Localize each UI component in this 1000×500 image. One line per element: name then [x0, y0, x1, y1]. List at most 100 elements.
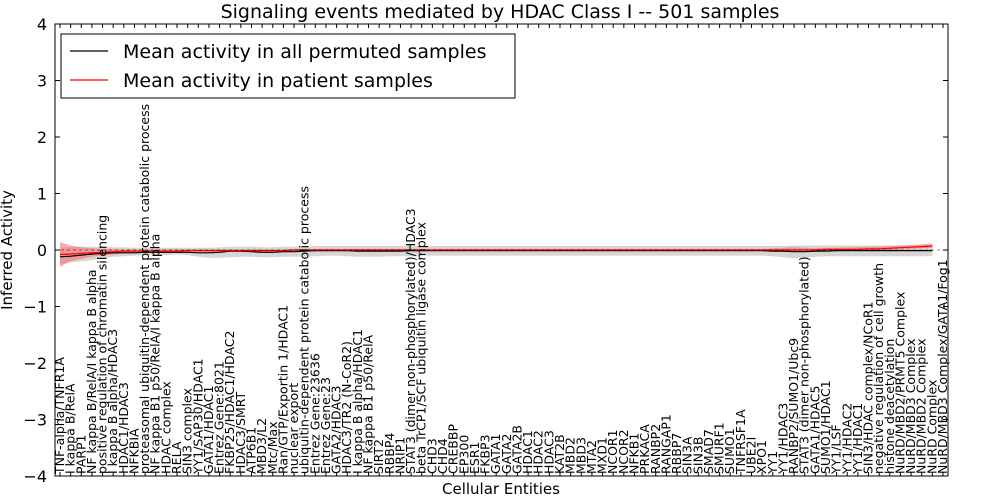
category-label: CHD4: [435, 438, 450, 474]
category-label: Ran/GTP/Exportin 1/HDAC1: [275, 305, 290, 474]
category-label: MBD3: [573, 437, 588, 474]
category-label: SUMO1/HDAC1: [818, 380, 833, 474]
legend-label-patient: Mean activity in patient samples: [123, 70, 433, 92]
category-label: ubiquitin-dependent protein catabolic pr…: [297, 186, 312, 474]
category-label: YY1: [765, 451, 780, 475]
category-label: histone deacetylation: [882, 339, 897, 474]
category-label: Entrez Gene:23636: [307, 353, 322, 474]
category-label: YY1/HDAC2: [839, 403, 854, 475]
category-label: SUMO1: [722, 428, 737, 474]
category-label: RANGAP1: [658, 414, 673, 474]
category-label: CREBBP: [446, 424, 461, 474]
category-label: beta TrCP1/SCF ubiquitin ligase complex: [414, 222, 429, 474]
category-label: SMAD7: [701, 429, 716, 474]
y-tick-label: 3: [37, 72, 47, 91]
y-tick-label: −3: [23, 411, 47, 430]
legend-box: [60, 33, 516, 99]
category-label: EP300: [456, 435, 471, 474]
category-label: YY1/HDAC1: [850, 403, 865, 475]
category-label: UBE2I: [744, 437, 759, 474]
category-label: HDAC2: [531, 430, 546, 474]
category-label: Entrez Gene:23: [318, 377, 333, 474]
category-label: NuRD/MBD2/PRMT5 Complex: [892, 292, 907, 474]
category-label: nuclear export: [286, 383, 301, 474]
category-label: RELA: [169, 441, 184, 474]
line-layer: [59, 245, 933, 258]
category-label: negative regulation of cell growth: [871, 263, 886, 474]
category-label: GATA2B: [510, 425, 525, 474]
category-label: ATP6B1: [244, 427, 259, 474]
category-label: MBD2: [563, 437, 578, 474]
category-label: HDAC1/HDAC3: [116, 382, 131, 474]
category-label: MBD3/L2: [254, 418, 269, 474]
category-label: I kappa B alpha/HDAC1: [350, 329, 365, 474]
category-label: GATA2: [499, 434, 514, 474]
category-label: NuRD/MBD3 Complex/GATA1/Fog1: [935, 259, 950, 474]
category-label: YY1/LSF: [829, 424, 844, 475]
y-tick-label: 1: [37, 185, 47, 204]
category-label: HDAC complex: [158, 381, 173, 474]
category-label: SIN3/HDAC complex/NCoR1: [861, 301, 876, 474]
category-label: SMURF1: [712, 422, 727, 474]
category-label: positive regulation of chromatin silenci…: [95, 215, 110, 474]
category-label: RBBP7: [669, 433, 684, 474]
category-label: NRIP1: [392, 437, 407, 474]
y-tick-label: 4: [37, 15, 47, 34]
category-label: STAT3 (dimer non-phosphorylated): [797, 256, 812, 474]
category-label: NFKBIA: [127, 428, 142, 474]
category-label: FKBP3: [478, 435, 493, 474]
category-label: GATA1/HDAC5: [807, 386, 822, 474]
y-tick-label: 2: [37, 128, 47, 147]
series-line-patient: [59, 245, 933, 256]
category-label: HDAC3: [541, 430, 556, 474]
category-label: I kappa B/RelA: [63, 383, 78, 474]
category-label: NF kappa B1 p50/RelA/I kappa B alpha: [148, 234, 163, 474]
category-label: GATA1: [488, 434, 503, 474]
category-label: NFKB1: [627, 433, 642, 474]
category-label: RANBP2: [648, 424, 663, 474]
plot-frame: [54, 23, 949, 477]
category-label: Entrez Gene:8021: [212, 361, 227, 474]
category-label: CHD3: [424, 438, 439, 474]
category-label: YY1/HDAC3: [775, 403, 790, 475]
category-label: Mtc/Max: [265, 421, 280, 474]
y-tick-label: −4: [23, 467, 47, 486]
x-axis-title: Cellular Entities: [442, 480, 560, 498]
category-label: RANBP2/SUMO1/Ubc9: [786, 338, 801, 474]
category-label: HDAC1: [520, 430, 535, 474]
category-label: MTA2: [584, 440, 599, 474]
category-label: SIN3A: [680, 436, 695, 474]
category-label: FKBP25/HDAC1/HDAC2: [222, 331, 237, 474]
category-label: NuRD/MBD2 Complex: [914, 338, 929, 474]
category-label: NF kappa B1 p50/RelA: [361, 334, 376, 474]
category-label: SIN3B: [690, 437, 705, 475]
y-tick-label: −2: [23, 354, 47, 373]
category-label: NCOR1: [605, 429, 620, 474]
tick-layer: 4 3 2 1 0 −1 −2 −3 −4: [23, 15, 948, 486]
category-label: HDAC3/TR2 (N-CoR2): [339, 341, 354, 474]
category-label: GATA1/HDAC1: [201, 386, 216, 474]
category-label: PARP1: [73, 435, 88, 474]
category-label: SIN3 complex: [180, 388, 195, 474]
category-label: NuRD/MBD3 Complex: [903, 338, 918, 474]
y-tick-label: 0: [37, 241, 47, 260]
y-tick-label: −1: [23, 298, 47, 317]
category-label: GATA2/HDAC3: [329, 386, 344, 474]
category-label: NuRD Complex: [924, 380, 939, 474]
category-label: YY1/SAP30/HDAC1: [190, 358, 205, 475]
category-label: proteasomal ubiquitin-dependent protein …: [137, 104, 152, 474]
category-label: NCOR2: [616, 429, 631, 474]
legend-label-permuted: Mean activity in all permuted samples: [123, 41, 486, 63]
category-label: RBBP4: [382, 433, 397, 474]
category-label: TNF-alpha/TNFR1A: [52, 357, 67, 475]
y-axis-title: Inferred Activity: [0, 190, 16, 310]
category-label: KAT2B: [552, 434, 567, 474]
category-label: XPO1: [754, 440, 769, 474]
category-label: HDAC3/SMRT: [233, 391, 248, 474]
category-label: PRKACA: [637, 424, 652, 474]
category-label: I kappa B alpha/HDAC3: [105, 329, 120, 474]
category-label: NF kappa B/RelA/I kappa B alpha: [84, 269, 99, 474]
category-label: ESR1: [467, 442, 482, 474]
chart-title: Signaling events mediated by HDAC Class …: [221, 1, 780, 23]
